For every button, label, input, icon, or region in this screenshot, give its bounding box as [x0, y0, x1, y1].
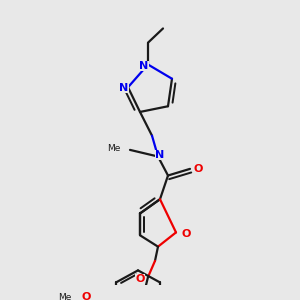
Text: Me: Me — [106, 144, 120, 153]
Text: O: O — [135, 274, 145, 284]
Text: N: N — [140, 61, 148, 71]
Text: O: O — [193, 164, 203, 174]
Text: N: N — [155, 150, 165, 160]
Text: N: N — [119, 83, 129, 93]
Text: O: O — [82, 292, 91, 300]
Text: O: O — [181, 229, 191, 239]
Text: Me: Me — [58, 293, 71, 300]
